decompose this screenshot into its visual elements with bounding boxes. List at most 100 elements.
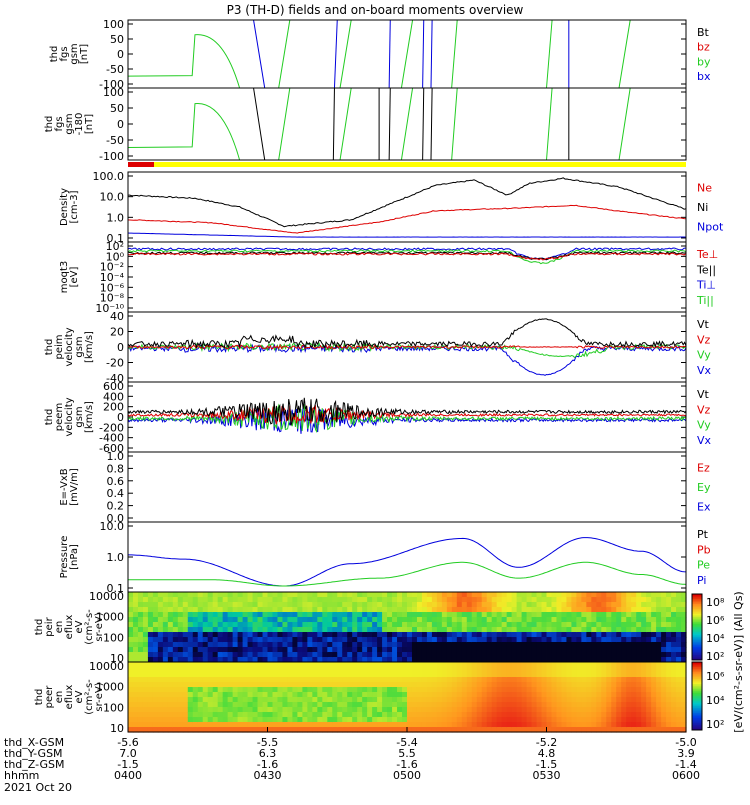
heatmap-cell [651, 662, 657, 668]
heatmap-cell [252, 632, 259, 638]
heatmap-cell [611, 667, 617, 673]
heatmap-cell [172, 682, 179, 688]
heatmap-cell [382, 692, 388, 698]
heatmap-cell [382, 627, 388, 633]
panel-vel_e: thd peim velocity gsm [km/s]40200-20-40VtVzV… [44, 310, 712, 385]
heatmap-cell [247, 602, 254, 608]
heatmap-cell [461, 682, 468, 688]
heatmap-cell [626, 707, 632, 713]
heatmap-cell [501, 712, 508, 718]
heatmap-cell [526, 597, 533, 603]
heatmap-cell [556, 597, 563, 603]
heatmap-cell [128, 647, 134, 653]
heatmap-cell [262, 702, 269, 708]
heatmap-cell [197, 727, 204, 733]
heatmap-cell [616, 597, 622, 603]
heatmap-cell [147, 722, 154, 728]
heatmap-cell [292, 662, 298, 668]
heatmap-cell [307, 632, 313, 638]
heatmap-cell [387, 617, 393, 623]
heatmap-cell [207, 707, 214, 713]
heatmap-cell [491, 727, 498, 733]
heatmap-cell [128, 612, 134, 618]
heatmap-cell [317, 592, 323, 598]
heatmap-cell [511, 722, 518, 728]
heatmap-cell [152, 687, 159, 693]
heatmap-cell [421, 717, 428, 723]
heatmap-cell [461, 602, 468, 608]
heatmap-cell [322, 647, 328, 653]
heatmap-cell [511, 652, 518, 658]
heatmap-cell [531, 612, 538, 618]
heatmap-cell [207, 632, 214, 638]
heatmap-cell [511, 632, 518, 638]
heatmap-cell [352, 597, 358, 603]
heatmap-cell [466, 607, 473, 613]
heatmap-cell [681, 592, 687, 598]
heatmap-cell [596, 682, 602, 688]
heatmap-cell [471, 682, 478, 688]
heatmap-cell [426, 692, 433, 698]
heatmap-cell [631, 702, 637, 708]
heatmap-cell [476, 682, 483, 688]
heatmap-cell [302, 642, 308, 648]
heatmap-cell [147, 612, 154, 618]
heatmap-cell [681, 627, 687, 633]
heatmap-cell [621, 677, 627, 683]
heatmap-cell [656, 632, 662, 638]
heatmap-cell [347, 652, 353, 658]
heatmap-cell [237, 697, 244, 703]
legend-Ez: Ez [697, 462, 710, 475]
heatmap-cell [202, 652, 209, 658]
heatmap-cell [661, 687, 667, 693]
heatmap-cell [481, 642, 488, 648]
heatmap-cell [222, 692, 229, 698]
heatmap-cell [147, 597, 154, 603]
heatmap-cell [128, 637, 134, 643]
heatmap-cell [217, 692, 224, 698]
heatmap-cell [501, 597, 508, 603]
heatmap-cell [187, 677, 194, 683]
heatmap-cell [392, 637, 398, 643]
heatmap-cell [287, 642, 294, 648]
heatmap-cell [267, 722, 274, 728]
heatmap-cell [397, 682, 403, 688]
heatmap-cell [506, 682, 513, 688]
heatmap-cell [501, 687, 508, 693]
heatmap-cell [142, 692, 149, 698]
heatmap-cell [292, 597, 298, 603]
heatmap-cell [486, 722, 493, 728]
heatmap-cell [382, 712, 388, 718]
heatmap-cell [646, 642, 652, 648]
heatmap-cell [242, 622, 249, 628]
heatmap-cell [152, 602, 159, 608]
heatmap-cell [451, 657, 458, 663]
heatmap-cell [397, 702, 403, 708]
heatmap-cell [167, 657, 174, 663]
heatmap-cell [252, 592, 259, 598]
heatmap-cell [651, 707, 657, 713]
heatmap-cell [676, 722, 682, 728]
heatmap-cell [357, 607, 363, 613]
heatmap-cell [177, 657, 184, 663]
heatmap-cell [456, 647, 463, 653]
heatmap-cell [202, 677, 209, 683]
heatmap-cell [342, 647, 348, 653]
heatmap-cell [347, 667, 353, 673]
heatmap-cell [277, 612, 284, 618]
heatmap-cell [661, 617, 667, 623]
heatmap-cell [182, 602, 189, 608]
heatmap-cell [352, 712, 358, 718]
heatmap-cell [262, 637, 269, 643]
heatmap-cell [247, 622, 254, 628]
xaxis-row-name: thd_Y-GSM [4, 747, 63, 760]
xaxis-value: -1.4 [675, 758, 696, 771]
heatmap-cell [496, 592, 503, 598]
heatmap-cell [382, 687, 388, 693]
heatmap-cell [426, 612, 433, 618]
heatmap-cell [546, 592, 553, 598]
heatmap-cell [626, 687, 632, 693]
heatmap-cell [571, 627, 577, 633]
heatmap-cell [501, 667, 508, 673]
heatmap-cell [621, 672, 627, 678]
